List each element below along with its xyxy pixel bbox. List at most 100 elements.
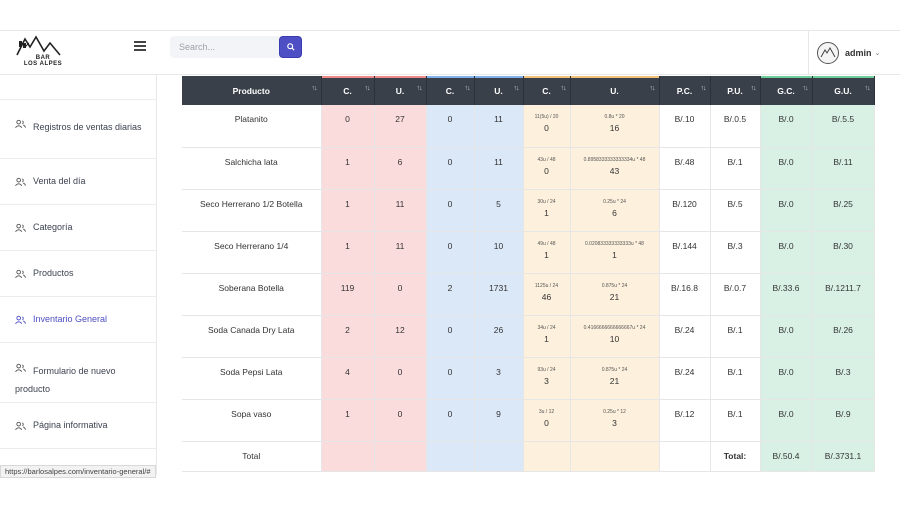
column-header[interactable]: U. ↑↓ — [474, 76, 524, 105]
table-cell: 9 — [474, 399, 524, 442]
sort-arrows-icon[interactable]: ↑↓ — [864, 85, 871, 92]
users-icon — [15, 119, 26, 128]
column-header-label: G.C. — [777, 85, 795, 96]
table-cell: 93u / 24 3 — [523, 357, 571, 400]
table-cell: B/.24 — [659, 315, 711, 358]
cell-value: 3 — [544, 375, 549, 386]
table-cell: Soda Pepsi Lata — [182, 357, 322, 400]
table-cell: 0 — [426, 105, 475, 148]
table-cell: B/.0 — [760, 315, 813, 358]
sort-arrows-icon[interactable]: ↑↓ — [560, 85, 567, 92]
table-cell: B/.33.6 — [760, 273, 813, 316]
sort-arrows-icon[interactable]: ↑↓ — [750, 85, 757, 92]
users-icon — [15, 177, 26, 186]
cell-formula: 0.020833333333333u * 48 — [585, 240, 644, 247]
cell-formula: 49u / 48 — [537, 240, 556, 247]
sidebar-item-pagina-informativa[interactable]: Página informativa — [0, 403, 157, 449]
bar-los-alpes-logo[interactable]: BAR LOS ALPES — [14, 33, 72, 73]
column-header[interactable]: C. ↑↓ — [426, 76, 475, 105]
table-cell: 1 — [321, 231, 375, 274]
sort-arrows-icon[interactable]: ↑↓ — [802, 85, 809, 92]
table-cell: 0 — [426, 399, 475, 442]
sidebar-item-formulario-nuevo-producto[interactable]: Formulario de nuevo producto — [0, 343, 157, 403]
sidebar-item-inventario-general[interactable]: Inventario General — [0, 297, 157, 343]
table-cell: Soberana Botella — [182, 273, 322, 316]
table-cell: B/.0 — [760, 357, 813, 400]
table-cell: 11 — [374, 231, 427, 274]
table-cell: 0 — [374, 399, 427, 442]
table-cell: Sopa vaso — [182, 399, 322, 442]
column-header[interactable]: P.C. ↑↓ — [659, 76, 711, 105]
column-header[interactable]: P.U. ↑↓ — [710, 76, 761, 105]
column-color-bar — [523, 76, 570, 78]
cell-formula: 0.25u * 24 — [603, 198, 626, 205]
column-header-label: C. — [343, 85, 352, 96]
total-cell — [523, 441, 571, 472]
cell-formula: 0.875u * 24 — [601, 366, 628, 373]
column-header[interactable]: C. ↑↓ — [523, 76, 571, 105]
cell-value: 1 — [544, 333, 549, 344]
sidebar-item-venta-del-dia[interactable]: Venta del día — [0, 159, 157, 205]
table-cell: 43u / 48 0 — [523, 147, 571, 190]
sidebar-item-categoria[interactable]: Categoría — [0, 205, 157, 251]
cell-formula: 3u / 12 — [538, 408, 555, 415]
table-row: Seco Herrerano 1/4 1 11 0 10 49u / 48 1 0.02083… — [182, 231, 875, 274]
cell-value: 1 — [544, 207, 549, 218]
table-cell: B/.16.8 — [659, 273, 711, 316]
column-header-label: G.U. — [834, 85, 852, 96]
sort-arrows-icon[interactable]: ↑↓ — [416, 85, 423, 92]
table-cell: 2 — [321, 315, 375, 358]
sort-arrows-icon[interactable]: ↑↓ — [311, 85, 318, 92]
column-header-label: Producto — [232, 85, 270, 96]
table-cell: 0.8u * 20 16 — [570, 105, 660, 148]
table-row: Sopa vaso 1 0 0 9 3u / 12 0 0.25u * 12 3 B/.12 B/.… — [182, 399, 875, 442]
logo-text-bar: BAR — [35, 55, 51, 61]
table-body: Platanito 0 27 0 11 11(5u) / 20 0 0.8u * 20 16 B/… — [182, 105, 875, 472]
table-cell: 0.020833333333333u * 48 1 — [570, 231, 660, 274]
sidebar-item-label: Formulario de nuevo producto — [15, 366, 116, 394]
cell-value: 10 — [609, 333, 620, 344]
table-cell: 0.875u * 24 21 — [570, 273, 660, 316]
table-row: Platanito 0 27 0 11 11(5u) / 20 0 0.8u * 20 16 B/… — [182, 105, 875, 148]
table-cell: B/.9 — [812, 399, 875, 442]
table-cell: B/.48 — [659, 147, 711, 190]
column-color-bar — [474, 76, 523, 78]
table-cell: 0 — [374, 357, 427, 400]
column-color-bar — [760, 76, 812, 78]
cell-formula: 0.8958333333333334u * 48 — [583, 156, 646, 163]
column-header[interactable]: C. ↑↓ — [321, 76, 375, 105]
sort-arrows-icon[interactable]: ↑↓ — [649, 85, 656, 92]
column-color-bar — [426, 76, 474, 78]
table-cell: B/.5 — [710, 189, 761, 232]
column-header[interactable]: U. ↑↓ — [374, 76, 427, 105]
sort-arrows-icon[interactable]: ↑↓ — [513, 85, 520, 92]
table-cell: B/.0 — [760, 105, 813, 148]
table-cell: 3 — [474, 357, 524, 400]
sort-arrows-icon[interactable]: ↑↓ — [700, 85, 707, 92]
table-row: Soda Canada Dry Lata 2 12 0 26 34u / 24 1 0.416… — [182, 315, 875, 358]
user-menu[interactable]: admin ⌄ — [808, 31, 900, 75]
sidebar-item-registros-ventas[interactable]: Registros de ventas diarias — [0, 99, 157, 159]
column-header[interactable]: U. ↑↓ — [570, 76, 660, 105]
table-cell: B/.10 — [659, 105, 711, 148]
table-cell: B/.12 — [659, 399, 711, 442]
table-cell: 0 — [426, 315, 475, 358]
sidebar-item-productos[interactable]: Productos — [0, 251, 157, 297]
hamburger-menu-icon[interactable] — [134, 41, 146, 53]
column-header[interactable]: Producto ↑↓ — [182, 76, 322, 105]
sidebar-item-label: Productos — [33, 268, 74, 278]
sort-arrows-icon[interactable]: ↑↓ — [364, 85, 371, 92]
table-cell: 1125u / 24 46 — [523, 273, 571, 316]
table-cell: B/.1 — [710, 399, 761, 442]
column-header[interactable]: G.C. ↑↓ — [760, 76, 813, 105]
sort-arrows-icon[interactable]: ↑↓ — [464, 85, 471, 92]
total-cell: Total: — [710, 441, 761, 472]
table-cell: Seco Herrerano 1/2 Botella — [182, 189, 322, 232]
table-cell: B/.1 — [710, 315, 761, 358]
search-button[interactable] — [279, 36, 302, 58]
main-content: Producto ↑↓ C. ↑↓ U. ↑↓ C. ↑↓ U. ↑↓ C. ↑↓ U. ↑↓ P.C. ↑↓… — [157, 75, 900, 475]
table-cell: B/.0.5 — [710, 105, 761, 148]
column-header[interactable]: G.U. ↑↓ — [812, 76, 875, 105]
search-input[interactable] — [170, 36, 280, 58]
table-cell: B/.5.5 — [812, 105, 875, 148]
